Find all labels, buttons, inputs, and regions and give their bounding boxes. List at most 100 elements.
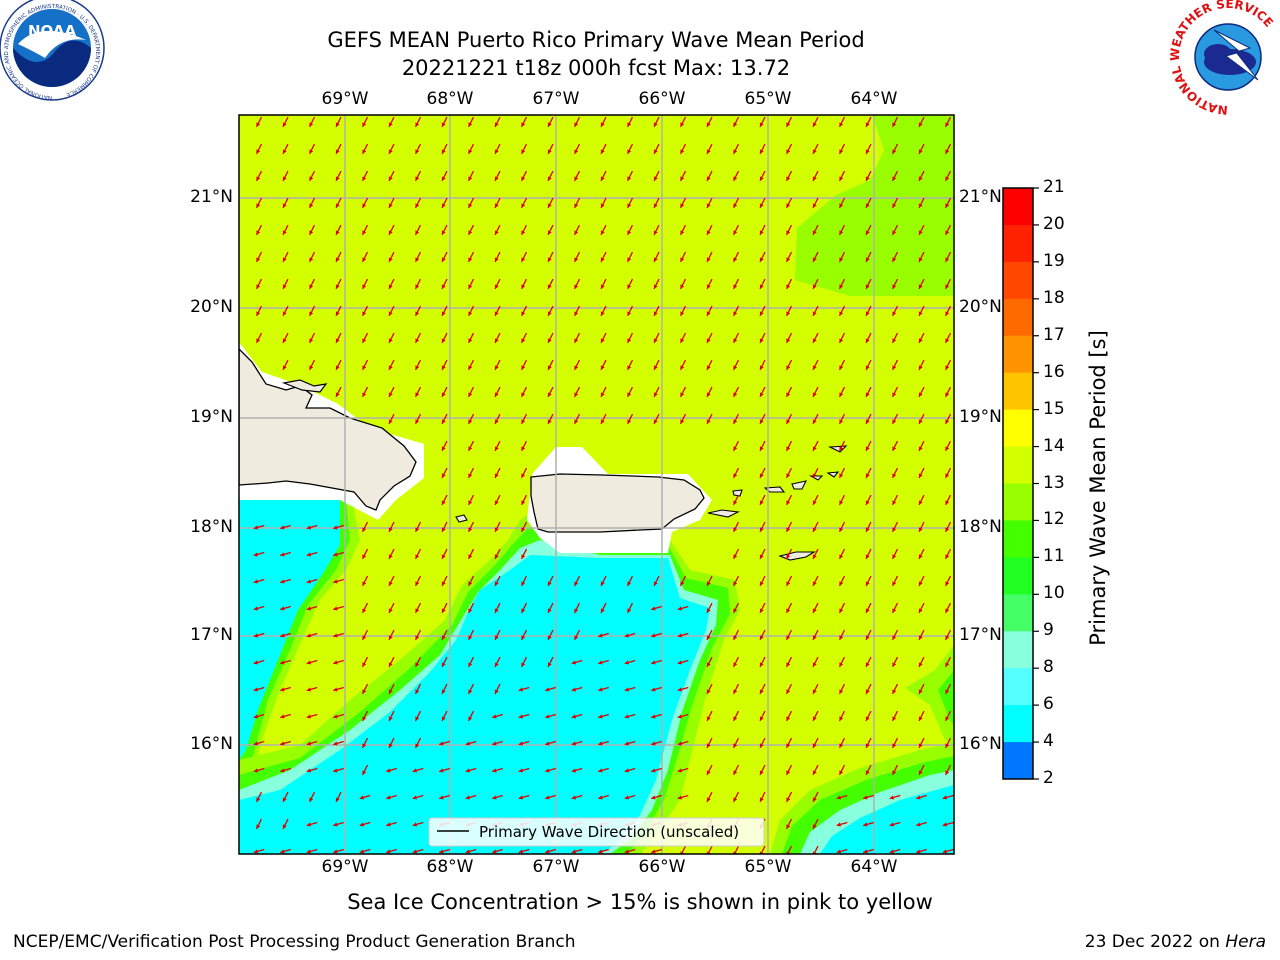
wave-arrow-head — [253, 849, 259, 854]
wave-arrow-head — [439, 768, 444, 773]
wave-arrow-head — [653, 149, 658, 154]
wave-arrow-head — [706, 284, 711, 289]
wave-arrow-head — [598, 687, 603, 692]
wave-arrow-head — [839, 689, 844, 694]
wave-arrow-head — [282, 338, 287, 343]
wave-arrow-head — [441, 365, 446, 370]
wave-arrow-head — [918, 311, 923, 316]
wave-arrow-head — [574, 608, 579, 613]
wave-arrow-head — [574, 581, 579, 586]
wave-arrow-head — [333, 606, 338, 611]
wave-arrow-head — [786, 635, 791, 640]
wave-arrow-head — [571, 687, 577, 692]
wave-arrow-head — [653, 257, 658, 262]
wave-arrow-head — [253, 660, 259, 665]
wave-arrow-head — [521, 257, 526, 262]
wave-arrow-head — [253, 552, 259, 557]
wave-arrow-head — [865, 527, 870, 532]
wave-arrow-head — [547, 176, 552, 181]
wave-arrow-head — [945, 473, 950, 478]
wave-arrow-head — [812, 284, 817, 289]
wave-arrow-head — [839, 635, 844, 640]
wave-arrow-head — [388, 635, 393, 640]
lon-label-top: 68°W — [426, 89, 474, 109]
wave-arrow-head — [521, 311, 526, 316]
wave-arrow-head — [706, 635, 711, 640]
wave-arrow-head — [677, 741, 683, 746]
colorbar-tick-label: 4 — [1043, 731, 1054, 752]
wave-arrow-head — [918, 554, 923, 559]
wave-arrow-head — [839, 284, 844, 289]
wave-arrow-head — [680, 203, 685, 208]
wave-arrow-head — [680, 338, 685, 343]
wave-arrow-head — [865, 554, 870, 559]
wave-arrow-head — [335, 203, 340, 208]
wave-arrow-head — [863, 822, 868, 827]
wave-arrow-head — [786, 203, 791, 208]
wave-arrow-head — [865, 122, 870, 127]
wave-arrow-head — [547, 203, 552, 208]
wave-arrow-head — [547, 284, 552, 289]
wave-arrow-head — [839, 446, 844, 451]
wave-arrow-head — [892, 473, 897, 478]
wave-arrow-head — [335, 311, 340, 316]
wave-arrow-head — [521, 662, 526, 667]
wave-arrow-head — [706, 608, 711, 613]
wave-arrow-head — [574, 176, 579, 181]
wave-arrow-head — [465, 795, 471, 800]
wave-arrow-head — [574, 365, 579, 370]
wave-arrow-head — [441, 203, 446, 208]
wave-arrow-head — [892, 500, 897, 505]
wave-arrow-head — [600, 608, 605, 613]
wave-arrow-head — [306, 579, 312, 584]
wave-arrow-head — [521, 122, 526, 127]
wave-arrow-head — [309, 230, 314, 235]
wave-arrow-head — [677, 687, 683, 692]
wave-arrow-head — [839, 743, 844, 748]
wave-arrow-head — [839, 554, 844, 559]
wave-arrow-head — [547, 257, 552, 262]
wave-arrow-head — [945, 500, 950, 505]
wave-arrow-head — [680, 176, 685, 181]
wave-arrow-head — [441, 554, 446, 559]
wave-arrow-head — [492, 741, 497, 746]
wave-arrow-head — [759, 797, 764, 802]
wave-arrow-head — [388, 230, 393, 235]
noaa-logo-text: NOAA — [28, 22, 77, 40]
wave-arrow-head — [733, 743, 738, 748]
wave-arrow-head — [918, 257, 923, 262]
wave-arrow-head — [733, 716, 738, 721]
wave-arrow-head — [759, 122, 764, 127]
wave-arrow-head — [415, 419, 420, 424]
wave-arrow-head — [733, 311, 738, 316]
wave-arrow — [680, 845, 687, 854]
colorbar-segment — [1003, 224, 1033, 263]
colorbar-tick-label: 13 — [1043, 472, 1065, 493]
wave-arrow-head — [945, 662, 950, 667]
wave-arrow-head — [651, 795, 656, 800]
lat-label-left: 21°N — [190, 187, 233, 207]
wave-arrow-head — [839, 581, 844, 586]
wave-arrow-head — [388, 581, 393, 586]
wave-arrow-head — [547, 419, 552, 424]
wave-arrow-head — [256, 176, 261, 181]
colorbar-segment — [1003, 668, 1033, 706]
wave-arrow-head — [412, 822, 418, 827]
colorbar-segment — [1003, 446, 1033, 484]
wave-arrow-head — [945, 203, 950, 208]
wave-arrow-head — [415, 554, 420, 559]
wave-arrow-head — [362, 581, 367, 586]
wave-arrow-head — [759, 716, 764, 721]
wave-arrow-head — [918, 419, 923, 424]
wave-arrow-head — [362, 662, 367, 667]
wave-arrow-head — [945, 365, 950, 370]
wave-arrow-head — [521, 149, 526, 154]
wave-arrow-head — [918, 635, 923, 640]
colorbar-segment — [1003, 705, 1033, 743]
wave-arrow-head — [359, 849, 365, 854]
wave-arrow-head — [441, 500, 446, 505]
wave-arrow-head — [256, 338, 261, 343]
colorbar-cover — [1003, 188, 1033, 779]
colorbar-segment — [1003, 261, 1033, 300]
wave-arrow-head — [945, 446, 950, 451]
